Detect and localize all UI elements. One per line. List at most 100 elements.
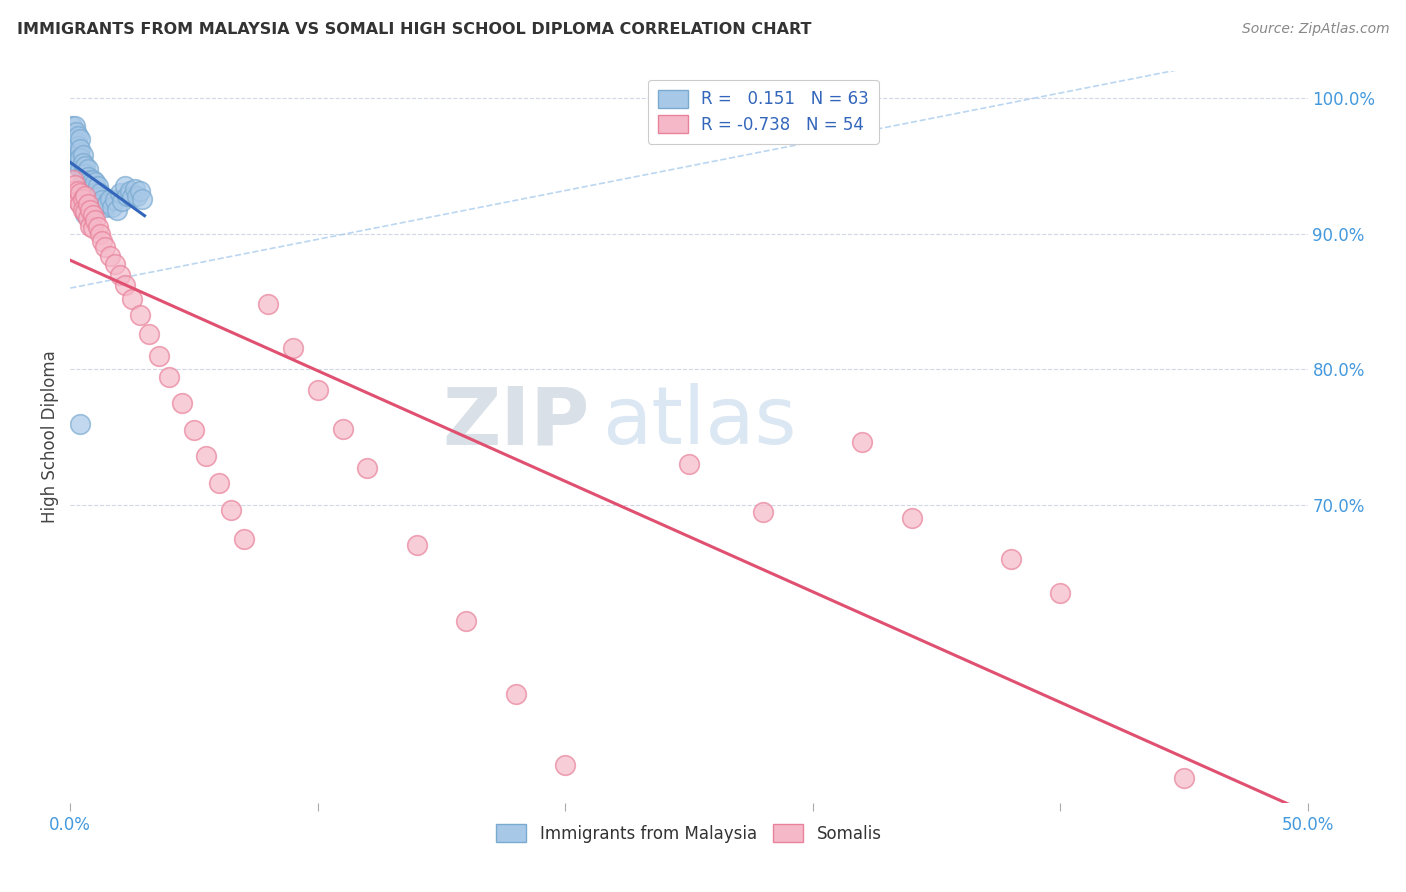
Point — [82, 208, 104, 222]
Point — [69, 186, 91, 201]
Point — [752, 505, 775, 519]
Point — [115, 189, 138, 203]
Point — [79, 181, 101, 195]
Point — [678, 457, 700, 471]
Point — [405, 538, 427, 552]
Point — [69, 417, 91, 431]
Text: ZIP: ZIP — [443, 384, 591, 461]
Point — [84, 213, 107, 227]
Point — [60, 119, 83, 133]
Point — [69, 151, 91, 165]
Point — [98, 192, 121, 206]
Point — [86, 179, 108, 194]
Point — [82, 182, 104, 196]
Point — [76, 161, 98, 176]
Point — [170, 396, 193, 410]
Point — [79, 219, 101, 233]
Point — [69, 142, 91, 156]
Point — [67, 153, 90, 167]
Point — [208, 476, 231, 491]
Point — [75, 205, 97, 219]
Point — [79, 202, 101, 217]
Point — [72, 156, 94, 170]
Point — [65, 178, 87, 193]
Point — [281, 341, 304, 355]
Point — [66, 184, 89, 198]
Point — [121, 292, 143, 306]
Y-axis label: High School Diploma: High School Diploma — [41, 351, 59, 524]
Point — [76, 169, 98, 184]
Point — [1173, 772, 1195, 786]
Point — [82, 172, 104, 186]
Point — [121, 190, 143, 204]
Point — [91, 193, 114, 207]
Point — [108, 186, 131, 201]
Point — [89, 197, 111, 211]
Point — [84, 176, 107, 190]
Point — [127, 189, 149, 203]
Point — [65, 139, 87, 153]
Point — [307, 383, 329, 397]
Point — [75, 176, 97, 190]
Point — [75, 167, 97, 181]
Point — [219, 503, 242, 517]
Point — [75, 189, 97, 203]
Point — [128, 308, 150, 322]
Point — [86, 190, 108, 204]
Point — [65, 132, 87, 146]
Point — [69, 132, 91, 146]
Point — [75, 184, 97, 198]
Point — [69, 197, 91, 211]
Point — [72, 166, 94, 180]
Point — [131, 192, 153, 206]
Point — [79, 172, 101, 186]
Point — [66, 148, 89, 162]
Point — [76, 178, 98, 193]
Point — [66, 194, 89, 209]
Point — [505, 688, 527, 702]
Point — [79, 189, 101, 203]
Point — [96, 195, 118, 210]
Point — [62, 142, 84, 156]
Point — [86, 220, 108, 235]
Point — [72, 202, 94, 217]
Point — [62, 132, 84, 146]
Point — [148, 349, 170, 363]
Point — [82, 192, 104, 206]
Point — [63, 148, 86, 162]
Point — [101, 200, 124, 214]
Point — [72, 148, 94, 162]
Point — [63, 153, 86, 167]
Point — [76, 211, 98, 225]
Point — [232, 532, 254, 546]
Point — [104, 257, 127, 271]
Text: IMMIGRANTS FROM MALAYSIA VS SOMALI HIGH SCHOOL DIPLOMA CORRELATION CHART: IMMIGRANTS FROM MALAYSIA VS SOMALI HIGH … — [17, 22, 811, 37]
Point — [114, 278, 136, 293]
Point — [332, 422, 354, 436]
Point — [66, 129, 89, 144]
Point — [98, 249, 121, 263]
Point — [62, 145, 84, 160]
Point — [456, 615, 478, 629]
Text: atlas: atlas — [602, 384, 797, 461]
Point — [257, 297, 280, 311]
Point — [183, 423, 205, 437]
Point — [75, 159, 97, 173]
Point — [67, 145, 90, 160]
Point — [62, 172, 84, 186]
Point — [104, 193, 127, 207]
Point — [124, 182, 146, 196]
Point — [851, 435, 873, 450]
Point — [72, 172, 94, 186]
Point — [138, 327, 160, 342]
Point — [65, 119, 87, 133]
Point — [72, 192, 94, 206]
Point — [94, 240, 117, 254]
Point — [108, 268, 131, 282]
Point — [111, 194, 134, 209]
Point — [900, 511, 922, 525]
Point — [157, 370, 180, 384]
Text: Source: ZipAtlas.com: Source: ZipAtlas.com — [1241, 22, 1389, 37]
Legend: Immigrants from Malaysia, Somalis: Immigrants from Malaysia, Somalis — [489, 817, 889, 849]
Point — [1000, 552, 1022, 566]
